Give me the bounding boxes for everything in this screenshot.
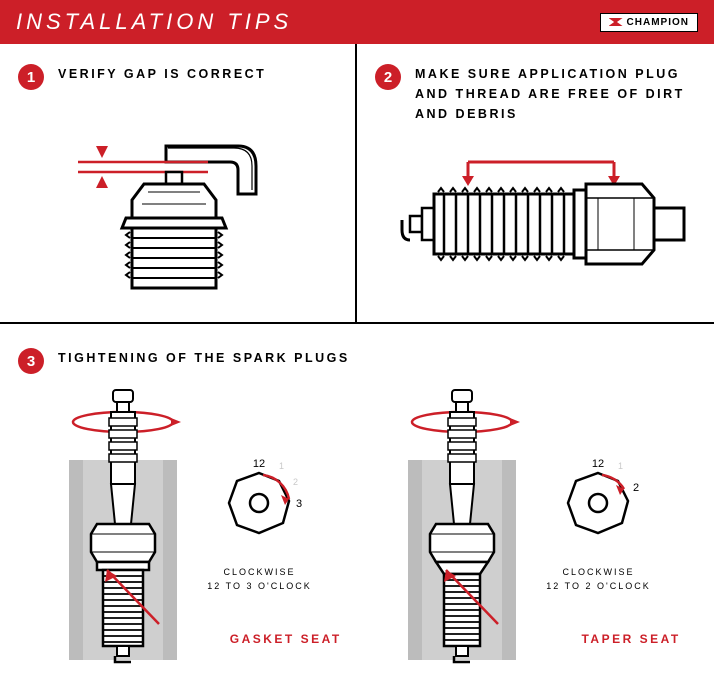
gasket-plug-icon [63,384,183,664]
clock-12: 12 [253,458,265,470]
clock-range-text: 12 TO 2 O'CLOCK [546,579,650,593]
step-2-number: 2 [375,64,401,90]
header-bar: INSTALLATION TIPS CHAMPION [0,0,714,44]
gasket-clock-icon: 12 3 1 2 [209,455,309,555]
step-1-header: 1 Verify gap is correct [18,64,337,90]
taper-clock-block: 12 2 1 CLOCKWISE 12 TO 2 O'CLOCK [546,455,650,594]
clock-hint-1: 1 [279,461,284,471]
taper-clock-label: CLOCKWISE 12 TO 2 O'CLOCK [546,565,650,594]
brand-badge: CHAMPION [600,13,698,32]
clock-2: 2 [633,482,639,494]
taper-plug-icon [402,384,522,664]
clock-3: 3 [296,498,302,510]
clock-hint-2: 2 [293,477,298,487]
step-2-header: 2 Make sure application plug and thread … [375,64,696,124]
gap-diagram-icon [48,100,308,290]
step-3-cell: 3 Tightening of the spark plugs [0,324,714,674]
clockwise-text: CLOCKWISE [207,565,311,579]
taper-seat-label: TAPER SEAT [581,632,680,646]
clock-hint-1: 1 [618,461,623,471]
brand-text: CHAMPION [627,17,689,28]
row-1: 1 Verify gap is correct [0,44,714,324]
gasket-clock-block: 12 3 1 2 CLOCKWISE 12 TO 3 O'CLOCK [207,455,311,594]
gasket-seat-label: GASKET SEAT [230,632,342,646]
step-3-text: Tightening of the spark plugs [58,348,350,368]
clock-range-text: 12 TO 3 O'CLOCK [207,579,311,593]
step-2-text: Make sure application plug and thread ar… [415,64,696,124]
step-1-text: Verify gap is correct [58,64,266,84]
gasket-clock-label: CLOCKWISE 12 TO 3 O'CLOCK [207,565,311,594]
step-1-cell: 1 Verify gap is correct [0,44,357,322]
step-3-number: 3 [18,348,44,374]
taper-seat-group: 12 2 1 CLOCKWISE 12 TO 2 O'CLOCK TAPER S… [402,384,650,664]
bowtie-icon [609,18,623,26]
step-3-header: 3 Tightening of the spark plugs [18,348,696,374]
taper-clock-icon: 12 2 1 [548,455,648,555]
clockwise-text: CLOCKWISE [546,565,650,579]
step-1-illustration [18,100,337,290]
step-1-number: 1 [18,64,44,90]
step-2-cell: 2 Make sure application plug and thread … [357,44,714,322]
page-title: INSTALLATION TIPS [16,9,292,35]
clock-12: 12 [592,458,604,470]
tightening-diagrams: 12 3 1 2 CLOCKWISE 12 TO 3 O'CLOCK GASKE… [18,384,696,664]
thread-diagram-icon [386,134,686,294]
step-2-illustration [375,134,696,294]
gasket-seat-group: 12 3 1 2 CLOCKWISE 12 TO 3 O'CLOCK GASKE… [63,384,311,664]
